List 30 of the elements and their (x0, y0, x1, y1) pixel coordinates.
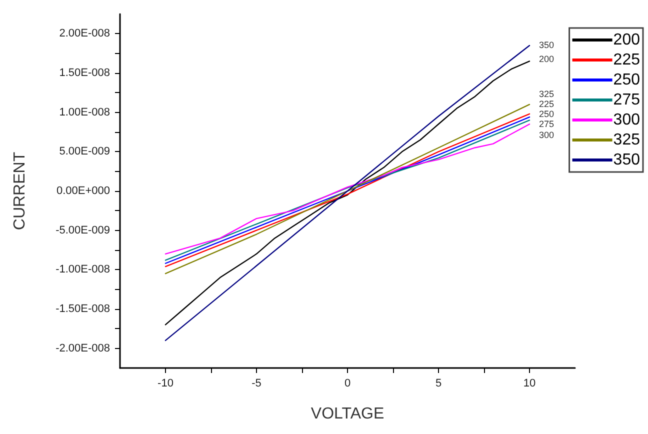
legend-label: 250 (613, 72, 640, 88)
x-tick-label: 10 (523, 378, 536, 390)
legend-label: 350 (613, 152, 640, 168)
y-tick-label: 1.50E-008 (59, 67, 110, 79)
x-axis-title: VOLTAGE (310, 406, 384, 422)
y-tick-label: 5.00E-009 (59, 146, 110, 158)
annotation: 275 (539, 119, 554, 129)
y-tick-label: 2.00E-008 (59, 28, 110, 40)
legend-label: 325 (613, 132, 640, 148)
legend-label: 300 (613, 112, 640, 128)
y-axis-title: CURRENT (12, 152, 28, 230)
annotation: 250 (539, 109, 554, 119)
legend-label: 275 (613, 92, 640, 108)
y-tick-label: -2.00E-008 (56, 342, 110, 354)
x-tick-label: -10 (158, 378, 174, 390)
annotation: 350 (539, 40, 554, 50)
x-tick-label: -5 (252, 378, 262, 390)
annotation: 300 (539, 130, 554, 140)
annotation: 225 (539, 99, 554, 109)
x-tick-label: 0 (344, 378, 351, 390)
x-tick-label: 5 (435, 378, 442, 390)
annotation: 325 (539, 89, 554, 99)
y-tick-label: 1.00E-008 (59, 106, 110, 118)
annotation: 200 (539, 54, 554, 64)
legend-label: 200 (613, 32, 640, 48)
y-tick-label: 0.00E+000 (56, 185, 110, 197)
legend-label: 225 (613, 52, 640, 68)
y-tick-label: -5.00E-009 (56, 224, 110, 236)
y-tick-label: -1.00E-008 (56, 264, 110, 276)
y-tick-label: -1.50E-008 (56, 303, 110, 315)
